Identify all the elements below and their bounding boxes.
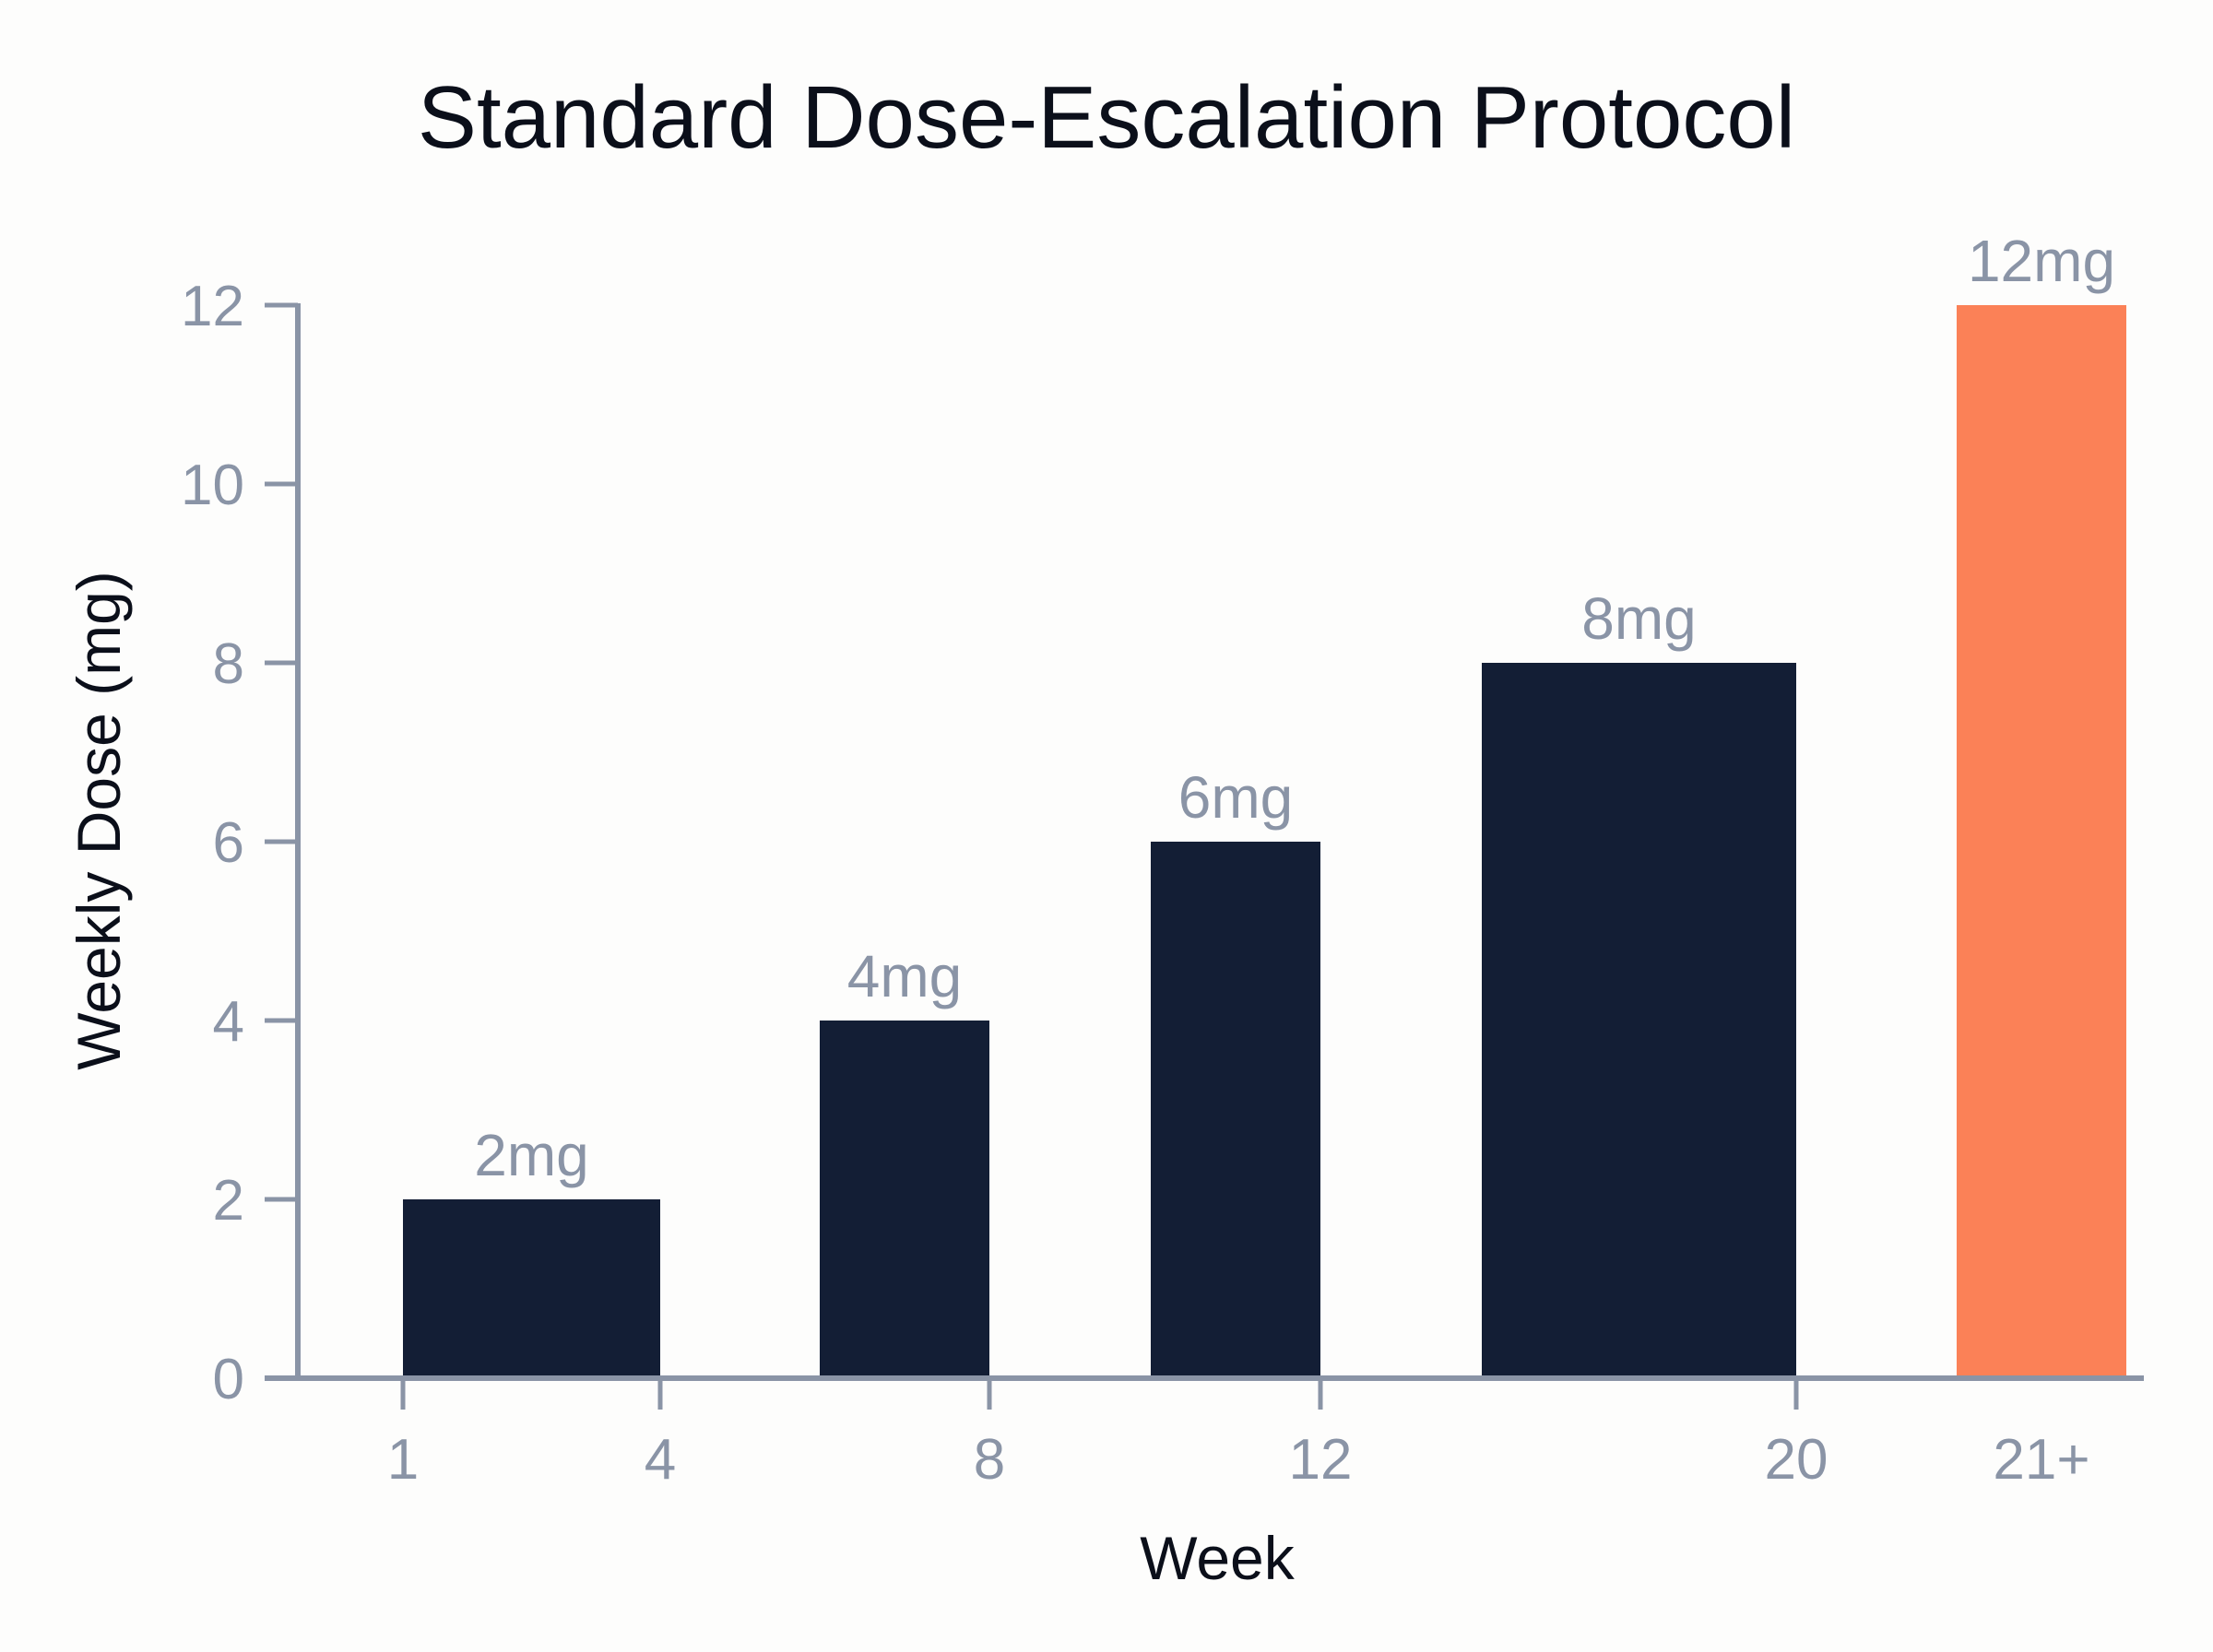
data-label-5: 12mg bbox=[1968, 228, 2115, 294]
bar-1 bbox=[403, 1199, 660, 1378]
y-tick-label-4: 4 bbox=[213, 990, 244, 1054]
x-tick-label-1: 1 bbox=[387, 1428, 419, 1492]
x-tick-label-6: 21+ bbox=[1993, 1428, 2089, 1492]
x-tick-label-2: 4 bbox=[645, 1428, 676, 1492]
bar-4 bbox=[1482, 663, 1796, 1378]
bars-layer bbox=[403, 305, 2126, 1378]
y-tick-label-2: 2 bbox=[213, 1169, 244, 1233]
data-label-2: 4mg bbox=[847, 943, 963, 1009]
y-tick-label-6: 6 bbox=[213, 811, 244, 875]
y-axis-title: Weekly Dose (mg) bbox=[65, 571, 133, 1070]
bar-2 bbox=[820, 1021, 989, 1378]
axes-layer bbox=[265, 302, 2144, 1410]
x-tick-label-4: 12 bbox=[1289, 1428, 1353, 1492]
x-tick-label-3: 8 bbox=[974, 1428, 1005, 1492]
data-label-3: 6mg bbox=[1178, 764, 1294, 831]
x-axis-title: Week bbox=[1140, 1524, 1296, 1592]
y-tick-label-10: 10 bbox=[181, 454, 244, 517]
x-tick-label-5: 20 bbox=[1765, 1428, 1828, 1492]
y-tick-label-12: 12 bbox=[181, 275, 244, 338]
y-tick-label-0: 0 bbox=[213, 1348, 244, 1411]
data-label-1: 2mg bbox=[474, 1122, 589, 1188]
y-tick-label-8: 8 bbox=[213, 632, 244, 696]
data-label-4: 8mg bbox=[1581, 585, 1697, 652]
chart-title: Standard Dose-Escalation Protocol bbox=[418, 68, 1795, 167]
bar-3 bbox=[1151, 842, 1320, 1378]
bar-5 bbox=[1957, 305, 2126, 1378]
